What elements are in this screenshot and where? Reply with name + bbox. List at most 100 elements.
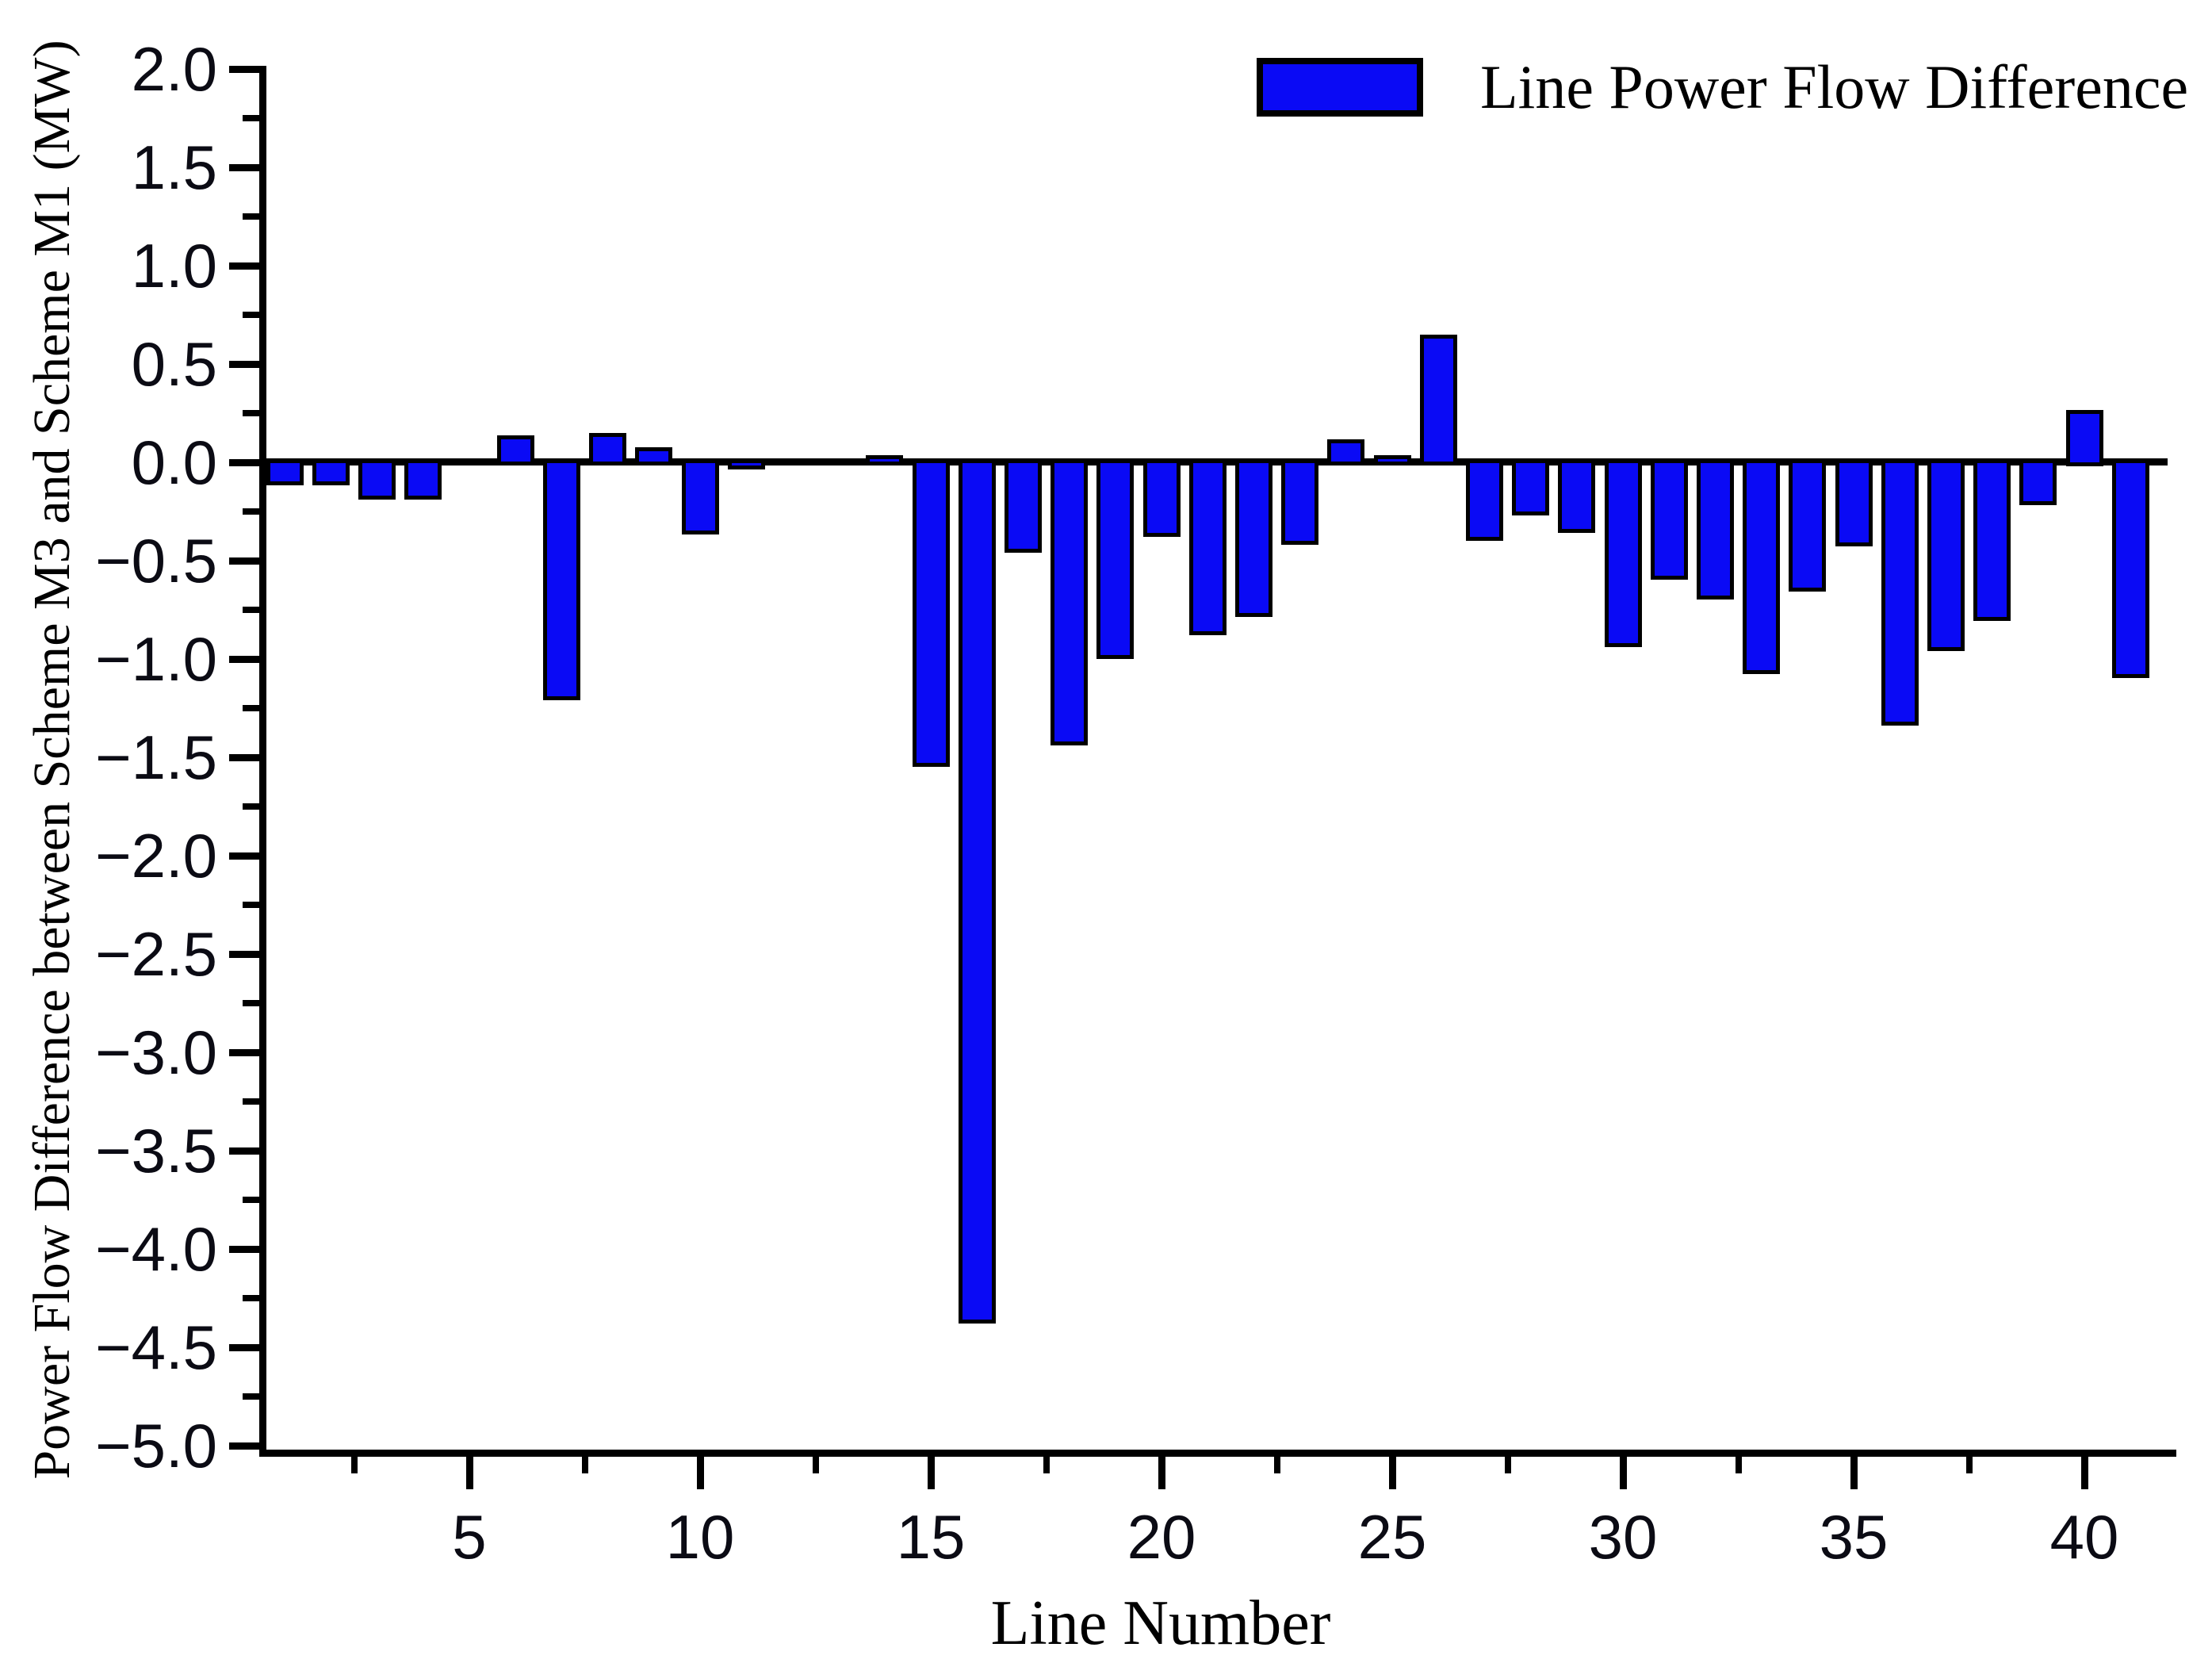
x-minor-tick xyxy=(1735,1453,1742,1473)
y-major-tick xyxy=(229,262,262,270)
x-minor-tick xyxy=(1043,1453,1050,1473)
bar-line-9 xyxy=(635,446,673,466)
y-major-tick xyxy=(229,950,262,958)
y-tick-label: −2.0 xyxy=(95,821,217,891)
y-major-tick xyxy=(229,1245,262,1253)
y-major-tick xyxy=(229,458,262,466)
y-tick-label: 1.5 xyxy=(131,132,217,202)
y-minor-tick xyxy=(243,115,262,121)
bar-line-3 xyxy=(358,458,396,500)
bar-line-4 xyxy=(404,458,442,500)
bar-line-10 xyxy=(681,458,719,535)
x-minor-tick xyxy=(350,1453,358,1473)
y-major-tick xyxy=(229,65,262,73)
y-major-tick xyxy=(229,1048,262,1056)
x-tick-label: 5 xyxy=(452,1502,487,1572)
x-tick-label: 20 xyxy=(1127,1502,1196,1572)
bar-line-29 xyxy=(1558,458,1596,533)
y-tick-label: −0.5 xyxy=(95,526,217,596)
x-major-tick xyxy=(1850,1453,1858,1489)
x-major-tick xyxy=(1388,1453,1396,1489)
y-axis-line xyxy=(259,66,266,1456)
x-major-tick xyxy=(1158,1453,1165,1489)
bar-line-6 xyxy=(496,435,534,466)
y-minor-tick xyxy=(243,508,262,515)
y-major-tick xyxy=(229,1442,262,1450)
bar-line-25 xyxy=(1373,454,1411,466)
bar-line-32 xyxy=(1696,458,1734,600)
y-tick-label: −1.0 xyxy=(95,624,217,694)
bar-line-33 xyxy=(1743,458,1781,675)
y-tick-label: −4.0 xyxy=(95,1214,217,1284)
y-minor-tick xyxy=(243,312,262,318)
bar-line-41 xyxy=(2111,458,2149,679)
x-major-tick xyxy=(696,1453,704,1489)
y-tick-label: −2.5 xyxy=(95,919,217,989)
y-major-tick xyxy=(229,753,262,761)
y-minor-tick xyxy=(243,213,262,220)
x-minor-tick xyxy=(1504,1453,1511,1473)
bar-line-24 xyxy=(1327,439,1365,466)
y-minor-tick xyxy=(243,1098,262,1105)
bar-line-2 xyxy=(312,458,350,486)
x-tick-label: 25 xyxy=(1357,1502,1427,1572)
bar-line-1 xyxy=(266,458,304,486)
bar-line-35 xyxy=(1835,458,1873,547)
x-axis-title: Line Number xyxy=(990,1588,1331,1658)
y-tick-label: −3.5 xyxy=(95,1116,217,1186)
bar-line-26 xyxy=(1419,335,1457,466)
y-minor-tick xyxy=(243,705,262,711)
y-major-tick xyxy=(229,557,262,565)
bar-line-22 xyxy=(1234,458,1272,618)
x-tick-label: 35 xyxy=(1819,1502,1889,1572)
y-tick-label: −5.0 xyxy=(95,1411,217,1481)
bar-line-23 xyxy=(1281,458,1319,545)
bar-line-16 xyxy=(958,458,996,1324)
x-major-tick xyxy=(2080,1453,2088,1489)
bar-line-14 xyxy=(866,454,904,466)
y-major-tick xyxy=(229,1147,262,1155)
bar-line-28 xyxy=(1512,458,1550,515)
x-tick-label: 40 xyxy=(2049,1502,2119,1572)
bar-line-19 xyxy=(1096,458,1135,659)
x-minor-tick xyxy=(812,1453,819,1473)
bar-line-20 xyxy=(1142,458,1181,537)
y-minor-tick xyxy=(243,1295,262,1301)
bar-line-30 xyxy=(1604,458,1642,647)
y-axis-title: Power Flow Difference between Scheme M3 … xyxy=(23,40,81,1480)
x-major-tick xyxy=(465,1453,473,1489)
bar-line-27 xyxy=(1465,458,1503,541)
x-axis-line xyxy=(259,1450,2176,1457)
x-major-tick xyxy=(1619,1453,1627,1489)
bar-line-40 xyxy=(2065,409,2103,466)
bar-line-21 xyxy=(1188,458,1227,635)
y-minor-tick xyxy=(243,1197,262,1203)
y-minor-tick xyxy=(243,607,262,613)
x-major-tick xyxy=(927,1453,935,1489)
bar-line-36 xyxy=(1881,458,1919,726)
x-tick-label: 15 xyxy=(896,1502,966,1572)
y-tick-label: −1.5 xyxy=(95,722,217,792)
bar-line-8 xyxy=(589,433,627,466)
bar-line-7 xyxy=(542,458,580,700)
bar-line-11 xyxy=(727,458,765,470)
bar-line-31 xyxy=(1650,458,1688,580)
legend-label: Line Power Flow Difference xyxy=(1480,52,2189,121)
y-tick-label: −4.5 xyxy=(95,1312,217,1382)
x-tick-label: 10 xyxy=(665,1502,735,1572)
y-tick-label: 0.5 xyxy=(131,329,217,399)
bar-line-15 xyxy=(912,458,950,767)
bar-line-37 xyxy=(1927,458,1965,651)
y-major-tick xyxy=(229,1343,262,1351)
y-tick-label: −3.0 xyxy=(95,1017,217,1087)
y-tick-label: 0.0 xyxy=(131,427,217,497)
bar-line-34 xyxy=(1789,458,1827,592)
x-tick-label: 30 xyxy=(1588,1502,1658,1572)
y-major-tick xyxy=(229,852,262,860)
legend-color-swatch xyxy=(1257,58,1423,117)
y-minor-tick xyxy=(243,1393,262,1400)
y-tick-label: 1.0 xyxy=(131,231,217,301)
y-minor-tick xyxy=(243,803,262,810)
y-minor-tick xyxy=(243,410,262,416)
